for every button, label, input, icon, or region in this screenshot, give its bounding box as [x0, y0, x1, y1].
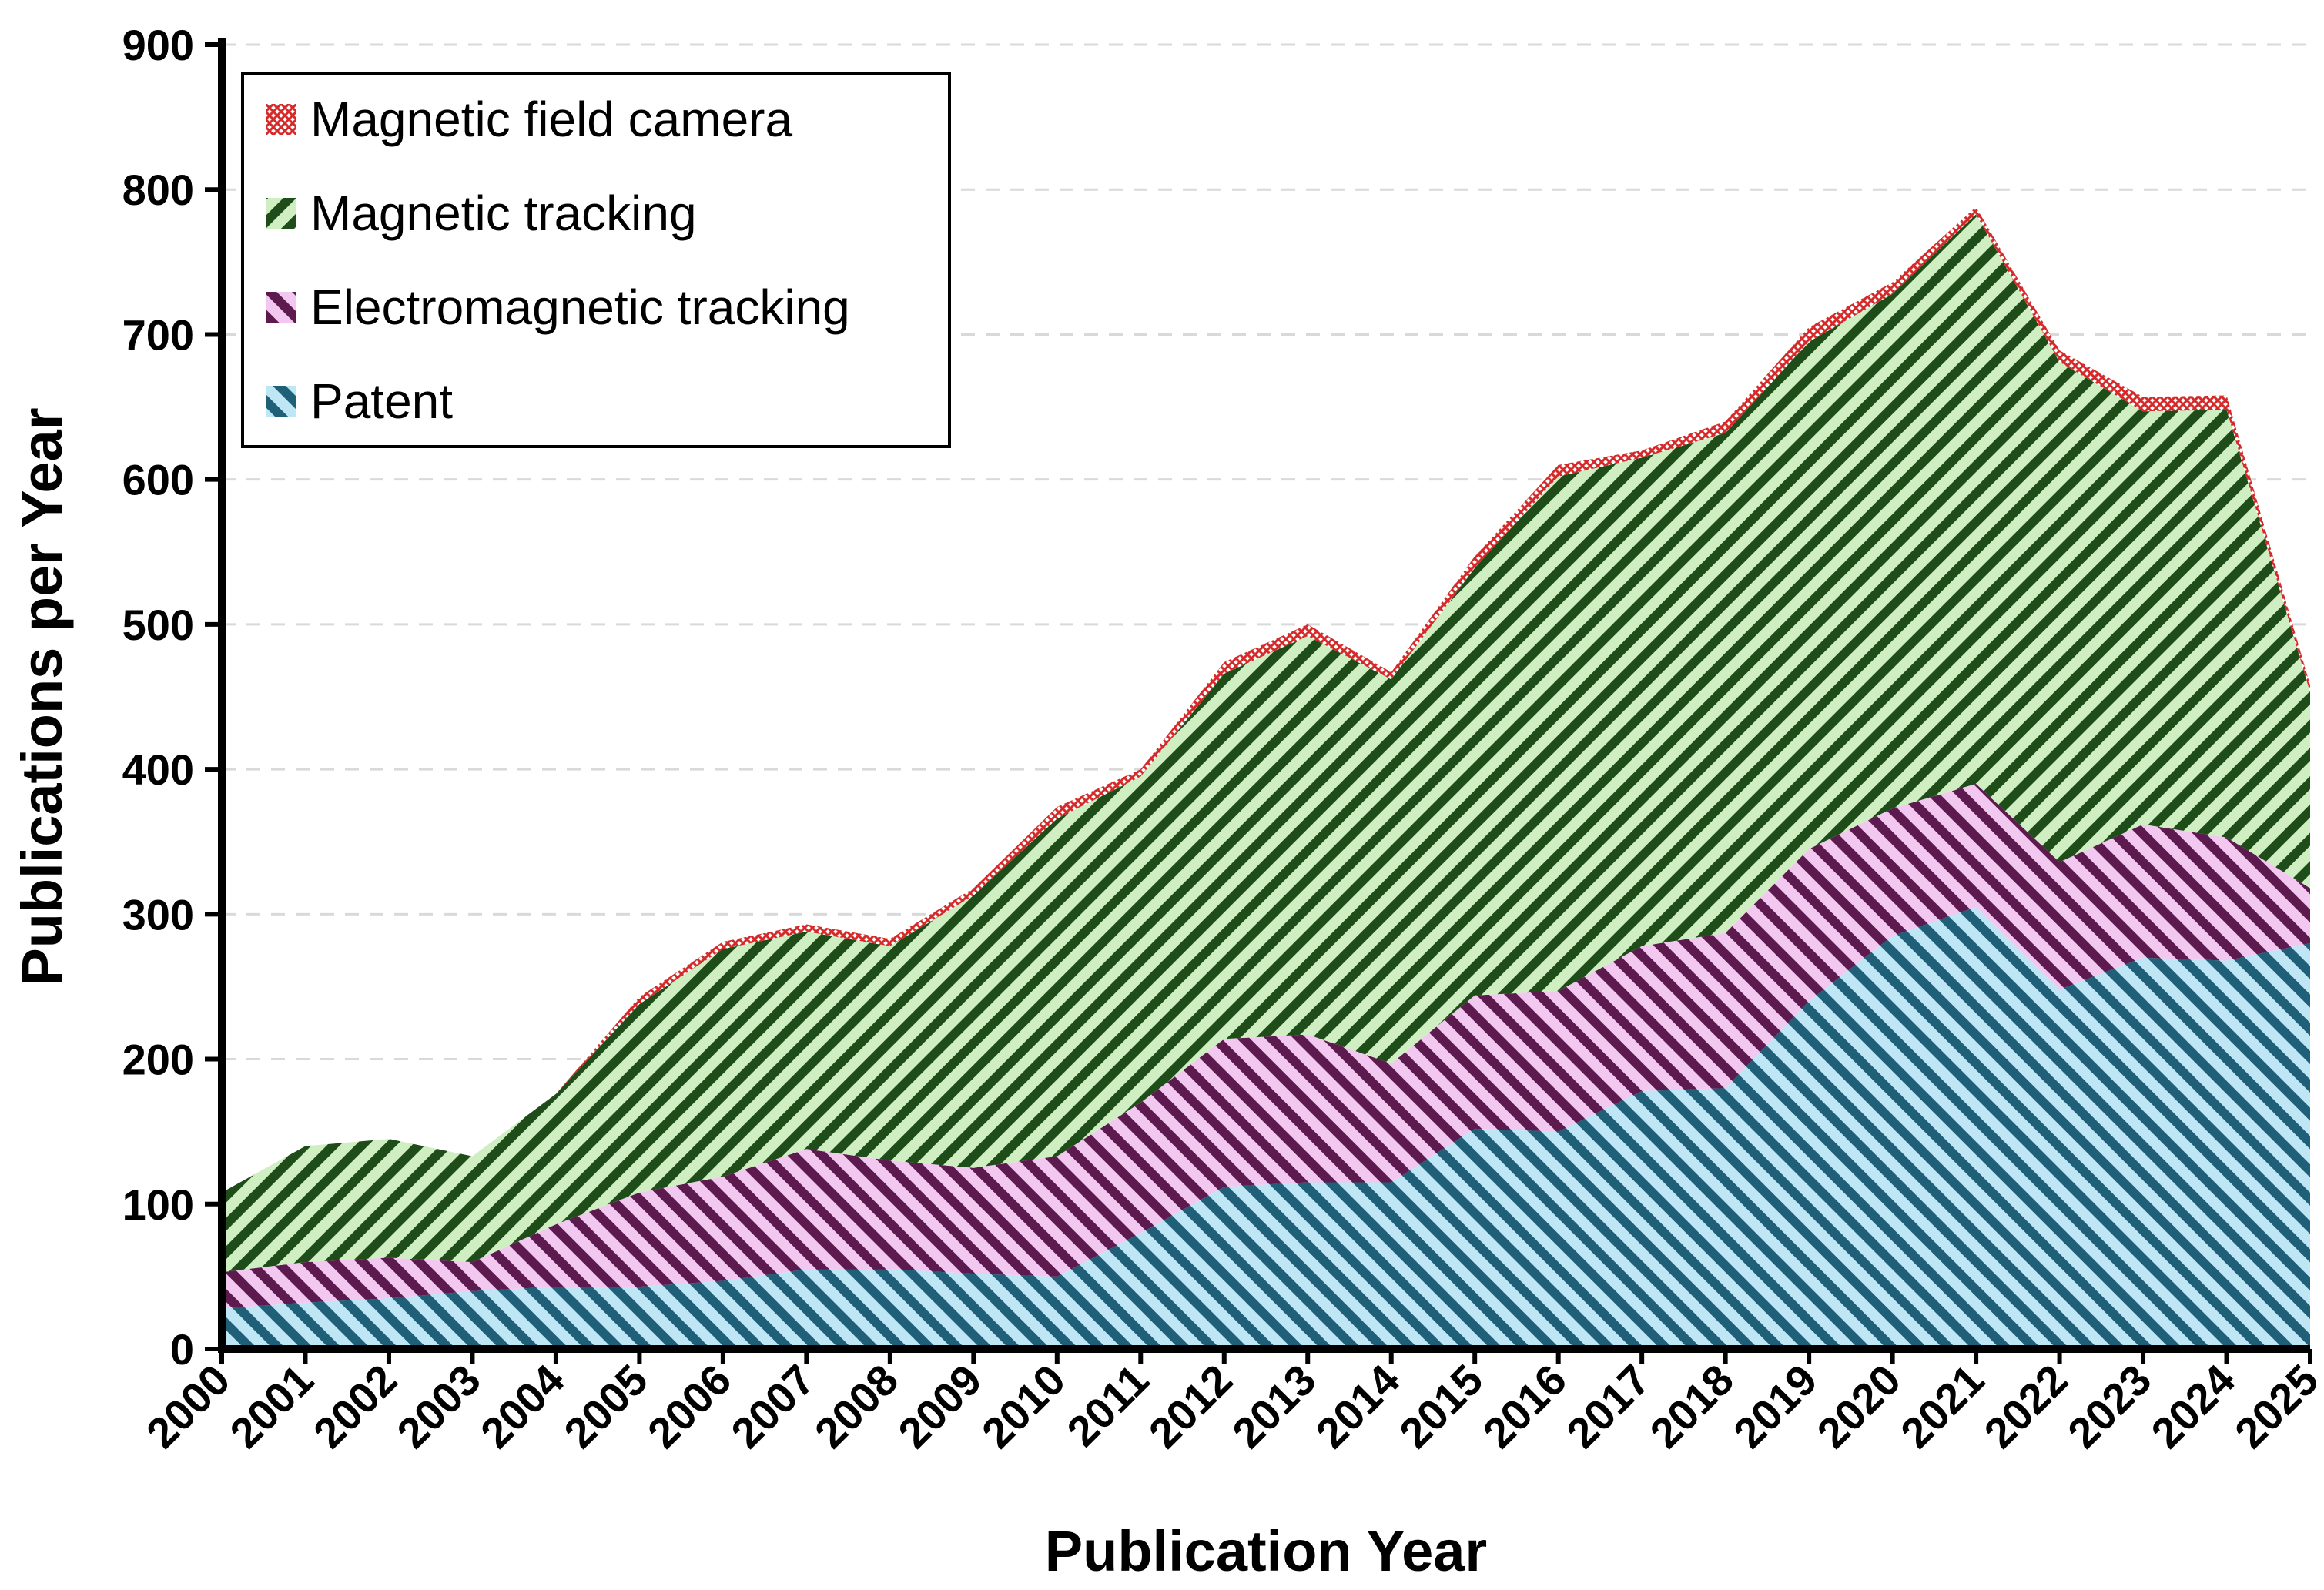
x-tick-label: 2017	[1557, 1355, 1659, 1458]
x-tick-label: 2021	[1891, 1355, 1994, 1458]
legend-box	[241, 72, 951, 448]
axes	[218, 38, 2310, 1353]
y-tick-label: 700	[122, 310, 194, 359]
x-tick-label: 2023	[2058, 1355, 2161, 1458]
x-tick-label: 2013	[1223, 1355, 1325, 1458]
legend-label-magnetic-field-camera: Magnetic field camera	[310, 92, 792, 147]
x-tick-label: 2016	[1474, 1355, 1576, 1458]
x-tick-label: 2020	[1807, 1355, 1910, 1458]
x-tick-label: 2010	[973, 1355, 1075, 1458]
legend-swatch-magnetic-field-camera	[266, 104, 296, 135]
legend-swatch-magnetic-tracking	[266, 198, 296, 229]
x-axis-title: Publication Year	[1045, 1519, 1487, 1583]
x-tick-label: 2015	[1390, 1355, 1492, 1458]
x-tick-label: 2009	[889, 1355, 991, 1458]
legend-swatch-electromagnetic-tracking	[266, 292, 296, 323]
x-tick-label: 2003	[387, 1355, 490, 1458]
x-tick-label: 2022	[1974, 1355, 2077, 1458]
y-tick-label: 500	[122, 601, 194, 649]
y-tick-label: 900	[122, 21, 194, 69]
x-tick-label: 2018	[1640, 1355, 1743, 1458]
y-axis-title: Publications per Year	[10, 407, 74, 986]
legend-swatch-patent	[266, 386, 296, 417]
y-tick-label: 600	[122, 456, 194, 504]
x-tick-label: 2012	[1140, 1355, 1242, 1458]
x-tick-label: 2004	[471, 1355, 574, 1458]
x-tick-label: 2025	[2225, 1355, 2324, 1458]
x-tick-label: 2014	[1307, 1355, 1409, 1458]
legend-label-electromagnetic-tracking: Electromagnetic tracking	[310, 280, 850, 335]
x-tick-label: 2006	[638, 1355, 741, 1458]
y-tick-label: 0	[170, 1325, 194, 1374]
legend-label-patent: Patent	[310, 373, 453, 429]
x-tick-label: 2011	[1057, 1355, 1157, 1455]
area-magnetic-tracking	[222, 214, 2310, 1273]
y-tick-labels: 0 100 200 300 400 500 600 700 800 900	[122, 21, 222, 1374]
area-patent	[222, 906, 2310, 1349]
x-tick-label: 2007	[722, 1355, 824, 1458]
x-tick-label: 2002	[304, 1355, 407, 1458]
x-tick-label: 2001	[220, 1355, 323, 1458]
x-tick-labels: 2000200120022003200420052006200720082009…	[137, 1349, 2324, 1458]
x-tick-label: 2019	[1724, 1355, 1827, 1458]
y-tick-label: 200	[122, 1036, 194, 1084]
y-tick-label: 800	[122, 166, 194, 214]
y-tick-label: 100	[122, 1180, 194, 1229]
legend-label-magnetic-tracking: Magnetic tracking	[310, 186, 697, 241]
area-electromagnetic-tracking	[222, 783, 2310, 1309]
x-tick-label: 2008	[805, 1355, 908, 1458]
legend: Magnetic field camera Magnetic tracking El…	[241, 72, 951, 448]
area-series-layer	[222, 206, 2310, 1349]
x-tick-label: 2005	[554, 1355, 657, 1458]
x-tick-label: 2024	[2141, 1355, 2244, 1458]
y-tick-label: 300	[122, 890, 194, 939]
y-tick-label: 400	[122, 745, 194, 794]
